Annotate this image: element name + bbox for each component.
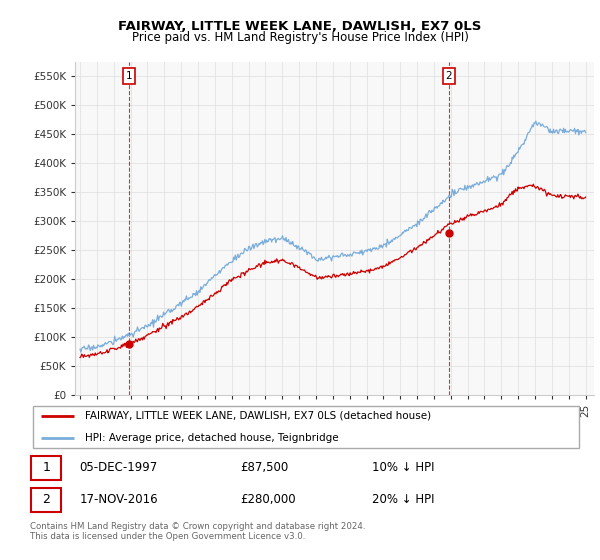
Text: HPI: Average price, detached house, Teignbridge: HPI: Average price, detached house, Teig…: [85, 433, 339, 444]
Text: £87,500: £87,500: [240, 461, 288, 474]
Text: £280,000: £280,000: [240, 493, 295, 506]
Text: FAIRWAY, LITTLE WEEK LANE, DAWLISH, EX7 0LS (detached house): FAIRWAY, LITTLE WEEK LANE, DAWLISH, EX7 …: [85, 410, 431, 421]
Text: 17-NOV-2016: 17-NOV-2016: [80, 493, 158, 506]
Text: 1: 1: [126, 71, 133, 81]
Text: FAIRWAY, LITTLE WEEK LANE, DAWLISH, EX7 0LS: FAIRWAY, LITTLE WEEK LANE, DAWLISH, EX7 …: [118, 20, 482, 32]
FancyBboxPatch shape: [31, 488, 61, 512]
Text: Contains HM Land Registry data © Crown copyright and database right 2024.
This d: Contains HM Land Registry data © Crown c…: [30, 522, 365, 542]
Text: 20% ↓ HPI: 20% ↓ HPI: [372, 493, 435, 506]
FancyBboxPatch shape: [33, 405, 579, 449]
Text: 2: 2: [445, 71, 452, 81]
Text: 2: 2: [43, 493, 50, 506]
Text: 1: 1: [43, 461, 50, 474]
FancyBboxPatch shape: [31, 455, 61, 480]
Text: 05-DEC-1997: 05-DEC-1997: [80, 461, 158, 474]
Text: 10% ↓ HPI: 10% ↓ HPI: [372, 461, 435, 474]
Text: Price paid vs. HM Land Registry's House Price Index (HPI): Price paid vs. HM Land Registry's House …: [131, 31, 469, 44]
